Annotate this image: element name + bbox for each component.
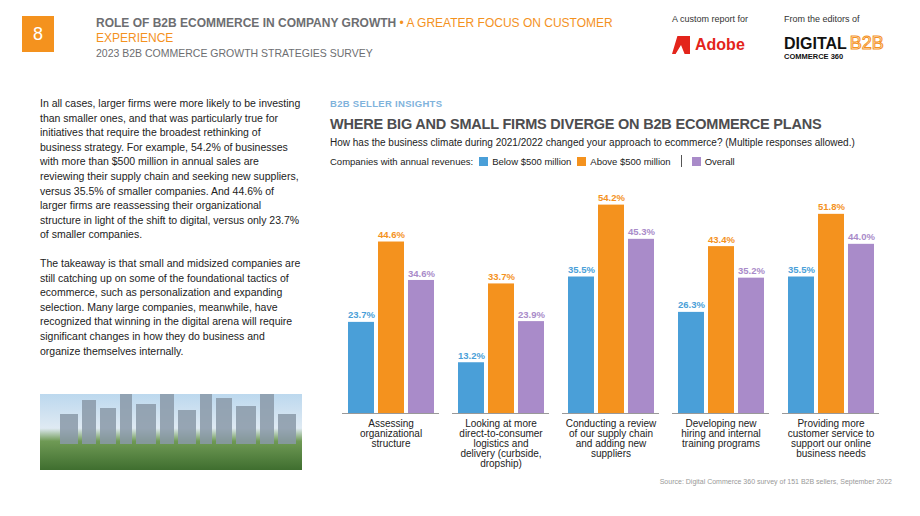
html-text:The takeaway is that small and: The takeaway is that small and midsized … (40, 256, 301, 357)
html-text:Companies with annual revenues: Companies with annual revenues: (330, 155, 474, 167)
html-text:Below $500 million: Below $500 million (492, 155, 572, 167)
html-text:How has the business climate d: How has the business climate during 2021… (330, 137, 855, 148)
svg-text:23.7%: 23.7% (348, 309, 375, 320)
html-text:COMMERCE 360: COMMERCE 360 (784, 52, 844, 61)
svg-text:Assessingorganizationalstructu: Assessingorganizationalstructure (360, 418, 422, 449)
svg-text:23.9%: 23.9% (518, 309, 545, 320)
svg-text:35.2%: 35.2% (738, 265, 765, 276)
html-text:WHERE BIG AND SMALL FIRMS DIVE: WHERE BIG AND SMALL FIRMS DIVERGE ON B2B… (330, 116, 822, 132)
svg-text:Conducting a reviewof our supp: Conducting a reviewof our supply chainan… (566, 418, 657, 459)
html-text:DIGITAL B2B: DIGITAL B2B (784, 33, 884, 53)
svg-text:35.5%: 35.5% (568, 264, 595, 275)
svg-text:35.5%: 35.5% (788, 264, 815, 275)
html-text:From the editors of: From the editors of (784, 14, 860, 24)
svg-text:Providing morecustomer service: Providing morecustomer service tosupport… (788, 418, 875, 459)
svg-text:33.7%: 33.7% (488, 271, 515, 282)
svg-text:13.2%: 13.2% (458, 350, 485, 361)
html-text:Adobe: Adobe (695, 36, 745, 53)
svg-text:51.8%: 51.8% (818, 201, 845, 212)
html-text:Source: Digital Commerce 360 s: Source: Digital Commerce 360 survey of 1… (659, 478, 892, 485)
svg-text:43.4%: 43.4% (708, 234, 735, 245)
svg-text:44.6%: 44.6% (378, 229, 405, 240)
svg-text:54.2%: 54.2% (598, 192, 625, 203)
svg-text:26.3%: 26.3% (678, 299, 705, 310)
svg-text:44.0%: 44.0% (848, 231, 875, 242)
html-text:ROLE OF B2B ECOMMERCE IN COMPA: ROLE OF B2B ECOMMERCE IN COMPANY GROWTH … (96, 16, 613, 45)
html-text:8: 8 (33, 24, 43, 44)
svg-text:Developing newhiring and inter: Developing newhiring and internaltrainin… (681, 418, 761, 449)
html-text:B2B SELLER INSIGHTS: B2B SELLER INSIGHTS (330, 98, 443, 109)
html-text:Above $500 million: Above $500 million (590, 155, 671, 167)
html-text:Overall: Overall (704, 155, 735, 167)
html-text:2023 B2B COMMERCE GROWTH STRAT: 2023 B2B COMMERCE GROWTH STRATEGIES SURV… (96, 47, 373, 59)
html-text:In all cases, larger firms wer: In all cases, larger firms were more lik… (40, 97, 301, 241)
svg-text:45.3%: 45.3% (628, 226, 655, 237)
svg-text:34.6%: 34.6% (408, 268, 435, 279)
svg-text:Looking at moredirect-to-consu: Looking at moredirect-to-consumerlogisti… (459, 418, 543, 469)
html-text:A custom report for: A custom report for (672, 14, 748, 24)
